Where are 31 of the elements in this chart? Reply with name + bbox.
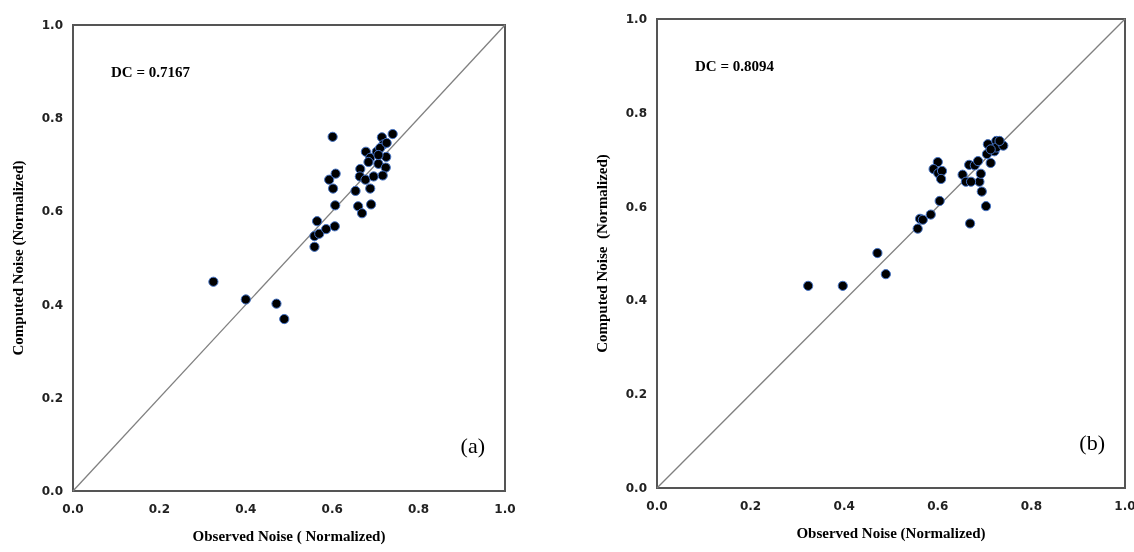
x-axis-title: Observed Noise ( Normalized) (192, 528, 386, 545)
x-tick-label: 0.0 (62, 502, 84, 516)
y-tick-label: 1.0 (625, 12, 647, 26)
x-tick-label: 0.6 (321, 502, 343, 516)
x-tick-label: 0.6 (927, 499, 949, 513)
y-tick-label: 0.0 (625, 481, 647, 495)
annotation: DC = 0.8094 (695, 58, 775, 74)
y-tick-label: 0.2 (625, 387, 647, 402)
x-tick-label: 0.8 (1020, 499, 1043, 513)
annotation: (a) (460, 433, 485, 458)
y-tick-label: 0.8 (41, 111, 63, 126)
x-tick-label: 0.4 (833, 499, 855, 513)
x-axis-title: Observed Noise (Normalized) (796, 525, 986, 542)
y-tick-label: 0.2 (41, 390, 63, 405)
x-tick-label: 0.2 (739, 499, 762, 513)
y-axis-title: Computed Noise (Normalized) (594, 154, 611, 353)
annotation: (b) (1079, 430, 1105, 455)
x-tick-label: 0.8 (407, 502, 430, 516)
y-axis-title: Computed Noise (Normalized) (10, 160, 27, 356)
x-tick-label: 0.4 (235, 502, 257, 516)
y-tick-label: 0.4 (625, 293, 647, 308)
x-tick-label: 1.0 (494, 502, 516, 516)
x-tick-label: 0.2 (148, 502, 171, 516)
y-tick-label: 0.8 (625, 105, 647, 120)
annotation: DC = 0.7167 (111, 64, 191, 80)
y-tick-label: 1.0 (41, 18, 63, 32)
y-tick-label: 0.4 (41, 297, 63, 312)
y-tick-label: 0.6 (41, 204, 63, 219)
y-tick-label: 0.0 (41, 484, 63, 498)
y-tick-label: 0.6 (625, 199, 647, 214)
x-tick-label: 0.0 (646, 499, 668, 513)
